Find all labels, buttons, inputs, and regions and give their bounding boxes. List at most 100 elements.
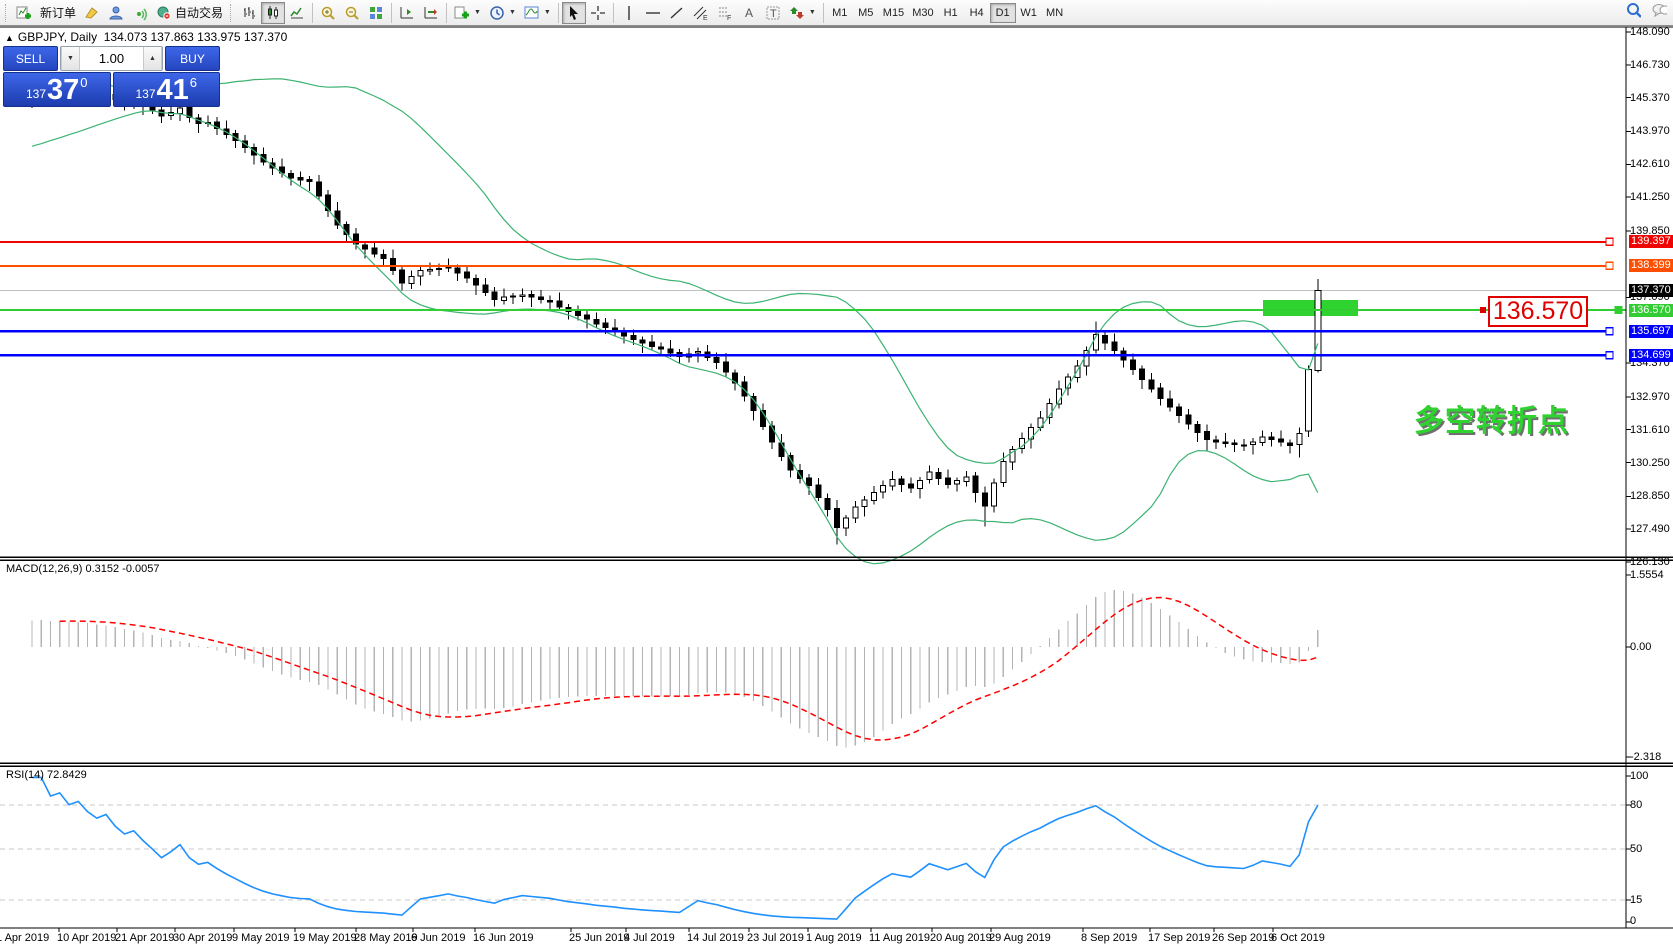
candle-body — [1305, 369, 1312, 432]
buy-button[interactable]: BUY — [165, 46, 220, 71]
date-tick-label: 28 May 2019 — [354, 932, 418, 944]
label-tool-button[interactable]: T — [761, 2, 785, 24]
candle-body — [463, 271, 470, 279]
auto-trading-button[interactable]: 自动交易 — [152, 2, 227, 24]
candle-body — [214, 121, 220, 129]
timeframe-d1[interactable]: D1 — [989, 2, 1016, 23]
turning-point-annotation[interactable]: 多空转折点 — [1414, 405, 1569, 438]
highlighter-button[interactable] — [80, 2, 104, 24]
rsi-label: RSI(14) 72.8429 — [6, 769, 87, 781]
tile-windows-button[interactable] — [364, 2, 388, 24]
candle-body — [1157, 387, 1164, 400]
zoom-out-button[interactable] — [340, 2, 364, 24]
candle-body — [1296, 433, 1303, 446]
date-tick-label: 11 Aug 2019 — [869, 932, 930, 944]
cursor-tool-button[interactable] — [561, 1, 586, 24]
toolbar-drag-handle[interactable] — [230, 3, 234, 22]
svg-text:A: A — [745, 6, 753, 20]
crosshair-tool-button[interactable] — [586, 2, 610, 24]
candle-body — [177, 107, 183, 114]
sell-button[interactable]: SELL — [3, 46, 58, 71]
vertical-line-tool-button[interactable] — [617, 2, 641, 24]
volume-down-button[interactable]: ▼ — [61, 47, 80, 70]
highlighter-icon — [84, 5, 100, 21]
sell-price[interactable]: 137 37 0 — [3, 72, 111, 107]
timeframe-mn[interactable]: MN — [1042, 3, 1068, 23]
candle-body — [1203, 430, 1210, 441]
candle-body — [861, 499, 868, 508]
new-order-button[interactable]: 新订单 — [36, 2, 80, 24]
line-anchor-marker[interactable] — [1605, 326, 1614, 336]
bar-chart-button[interactable] — [237, 2, 261, 24]
period-dropdown-button[interactable]: ▼ — [485, 2, 520, 24]
candle-body — [806, 477, 812, 486]
date-tick-label: 4 Jul 2019 — [624, 932, 675, 944]
collapse-arrow-icon[interactable]: ▲ — [5, 33, 14, 43]
sell-price-big: 37 — [47, 74, 80, 106]
timeframe-m30[interactable]: M30 — [908, 3, 937, 23]
candle-body — [981, 492, 988, 507]
indicators-dropdown-button[interactable]: ▼ — [520, 2, 555, 24]
timeframe-m15[interactable]: M15 — [879, 3, 908, 23]
green-rectangle-object[interactable] — [1263, 299, 1358, 316]
candle-body — [380, 253, 387, 260]
timeframe-h4[interactable]: H4 — [964, 3, 990, 23]
trendline-icon — [669, 5, 685, 21]
signal-icon — [132, 5, 148, 21]
fibonacci-tool-button[interactable]: F — [713, 2, 737, 24]
candle-body — [889, 478, 896, 487]
price-level-text-object[interactable]: 136.570 — [1488, 296, 1588, 327]
new-chart-button[interactable] — [12, 2, 36, 24]
toolbar-separator — [446, 2, 448, 23]
candle-body — [362, 244, 368, 250]
bollinger-lower-band — [31, 110, 1319, 565]
macd-tick-label: 1.5554 — [1630, 568, 1664, 581]
line-anchor-marker[interactable] — [1614, 305, 1623, 315]
volume-up-button[interactable]: ▲ — [143, 47, 162, 70]
auto-scroll-button[interactable] — [419, 2, 443, 24]
candlestick-chart-button[interactable] — [261, 1, 286, 24]
candle-body — [1111, 341, 1118, 351]
line-anchor-marker[interactable] — [1605, 237, 1614, 247]
candle-body — [297, 177, 304, 181]
timeframe-m5[interactable]: M5 — [853, 3, 879, 23]
candle-body — [1166, 398, 1173, 408]
line-anchor-marker[interactable] — [1605, 350, 1614, 360]
date-tick-label: 1 Aug 2019 — [806, 932, 862, 944]
text-tool-button[interactable]: A — [737, 2, 761, 24]
candlestick-chart-icon — [265, 5, 281, 21]
timeframe-w1[interactable]: W1 — [1016, 3, 1042, 23]
date-tick-label: 16 Jun 2019 — [473, 932, 534, 944]
line-chart-button[interactable] — [285, 2, 309, 24]
toolbar-drag-handle[interactable] — [5, 3, 9, 22]
candle-body — [1194, 424, 1201, 433]
current-price-label: 137.370 — [1629, 284, 1673, 298]
trendline-tool-button[interactable] — [665, 2, 689, 24]
line-anchor-marker[interactable] — [1605, 261, 1614, 271]
price-tick-label: 142.610 — [1630, 158, 1670, 171]
volume-value[interactable]: 1.00 — [98, 51, 125, 66]
buy-price-small: 137 — [135, 87, 156, 101]
search-icon[interactable] — [1625, 2, 1641, 18]
signal-button[interactable] — [128, 2, 152, 24]
new-order-dropdown-button[interactable]: ▼ — [450, 2, 485, 24]
zoom-in-button[interactable] — [316, 2, 340, 24]
timeframe-h1[interactable]: H1 — [938, 3, 964, 23]
chart-shift-button[interactable] — [395, 2, 419, 24]
arrows-dropdown-button[interactable]: ▼ — [785, 2, 820, 24]
candle-body — [473, 277, 479, 286]
price-tick-label: 145.370 — [1630, 91, 1670, 104]
timeframe-m1[interactable]: M1 — [827, 3, 853, 23]
horizontal-line-tool-button[interactable] — [641, 2, 665, 24]
horizontal-line-icon — [645, 5, 661, 21]
new-chart-icon — [16, 5, 32, 21]
candle-body — [963, 476, 970, 482]
buy-price[interactable]: 137 41 6 — [112, 72, 220, 107]
profile-button[interactable] — [104, 2, 128, 24]
channel-tool-button[interactable]: E — [689, 2, 713, 24]
candle-body — [1240, 444, 1247, 447]
svg-text:F: F — [727, 15, 731, 21]
chat-icon[interactable] — [1651, 2, 1667, 18]
candle-body — [547, 299, 553, 303]
